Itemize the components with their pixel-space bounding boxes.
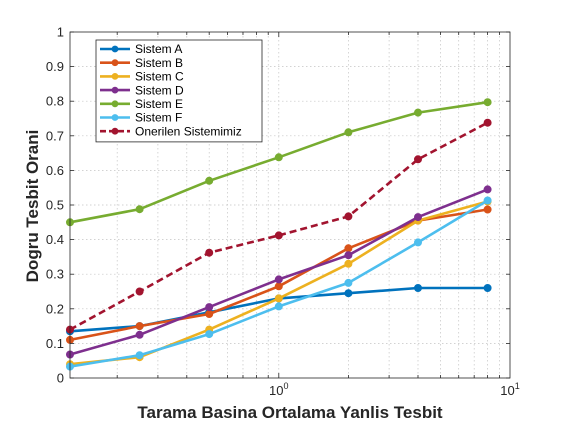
data-point: [344, 212, 353, 221]
data-point: [135, 330, 144, 339]
legend-marker: [111, 127, 119, 135]
data-point: [483, 98, 492, 107]
data-point: [274, 153, 283, 162]
data-point: [413, 213, 422, 222]
y-tick-label: 1: [57, 25, 64, 40]
legend-marker: [111, 100, 119, 108]
data-point: [135, 205, 144, 214]
y-tick-label: 0: [57, 371, 64, 386]
legend-item-sistem-a: Sistem A: [100, 42, 182, 56]
legend-marker: [111, 114, 119, 121]
legend-label: Sistem E: [135, 97, 183, 111]
legend-marker: [111, 86, 119, 94]
legend-marker: [111, 73, 119, 80]
legend-label: Sistem B: [135, 56, 183, 70]
legend-label: Onerilen Sistemimiz: [135, 124, 242, 138]
data-point: [413, 283, 422, 292]
series-group: [66, 98, 492, 371]
y-tick-label: 0.3: [46, 267, 64, 282]
data-point: [344, 251, 353, 260]
legend-item-sistem-d: Sistem D: [100, 83, 184, 97]
y-tick-label: 0.1: [46, 336, 64, 351]
data-point: [344, 128, 353, 137]
x-tick-label: 101: [500, 381, 519, 398]
y-tick-label: 0.5: [46, 198, 64, 213]
legend-item-sistem-e: Sistem E: [100, 97, 183, 111]
y-tick-label: 0.4: [46, 232, 64, 247]
data-point: [274, 282, 283, 291]
data-point: [483, 185, 492, 194]
y-tick-label: 0.2: [46, 301, 64, 316]
data-point: [344, 278, 353, 287]
data-point: [205, 330, 214, 339]
data-point: [344, 259, 353, 268]
y-tick-label: 0.6: [46, 163, 64, 178]
data-point: [274, 231, 283, 240]
data-point: [205, 309, 214, 318]
data-point: [205, 176, 214, 185]
data-point: [135, 322, 144, 331]
legend-label: Sistem C: [135, 70, 184, 84]
data-point: [135, 351, 144, 360]
data-point: [413, 238, 422, 247]
data-point: [205, 303, 214, 312]
data-point: [483, 205, 492, 214]
legend-marker: [111, 59, 119, 67]
legend-label: Sistem D: [135, 83, 184, 97]
legend-label: Sistem F: [135, 111, 182, 125]
data-point: [344, 244, 353, 253]
data-point: [344, 289, 353, 298]
data-point: [483, 283, 492, 292]
y-axis-label: Dogru Tesbit Orani: [23, 130, 42, 283]
x-tick-label: 100: [269, 381, 288, 398]
data-point: [483, 196, 492, 205]
legend-marker: [111, 45, 119, 53]
legend-item-sistem-f: Sistem F: [100, 111, 182, 125]
data-point: [135, 287, 144, 296]
data-point: [205, 248, 214, 257]
y-tick-label: 0.7: [46, 128, 64, 143]
series-onerilen-sistemimiz: [66, 118, 492, 334]
x-axis-label: Tarama Basina Ortalama Yanlis Tesbit: [137, 403, 443, 422]
data-point: [274, 294, 283, 303]
series-sistem-f: [66, 196, 492, 371]
legend-item-onerilen-sistemimiz: Onerilen Sistemimiz: [100, 124, 242, 138]
y-tick-label: 0.9: [46, 59, 64, 74]
legend-item-sistem-c: Sistem C: [100, 70, 184, 84]
legend-label: Sistem A: [135, 42, 182, 56]
ticks: 0 0.1 0.2 0.3 0.4 0.5 0.6 0.7 0.8 0.9 1 100 101: [46, 25, 520, 399]
data-point: [413, 155, 422, 164]
data-point: [483, 118, 492, 127]
y-tick-label: 0.8: [46, 94, 64, 109]
data-point: [413, 108, 422, 117]
data-point: [274, 275, 283, 284]
legend-item-sistem-b: Sistem B: [100, 56, 183, 70]
data-point: [274, 302, 283, 311]
